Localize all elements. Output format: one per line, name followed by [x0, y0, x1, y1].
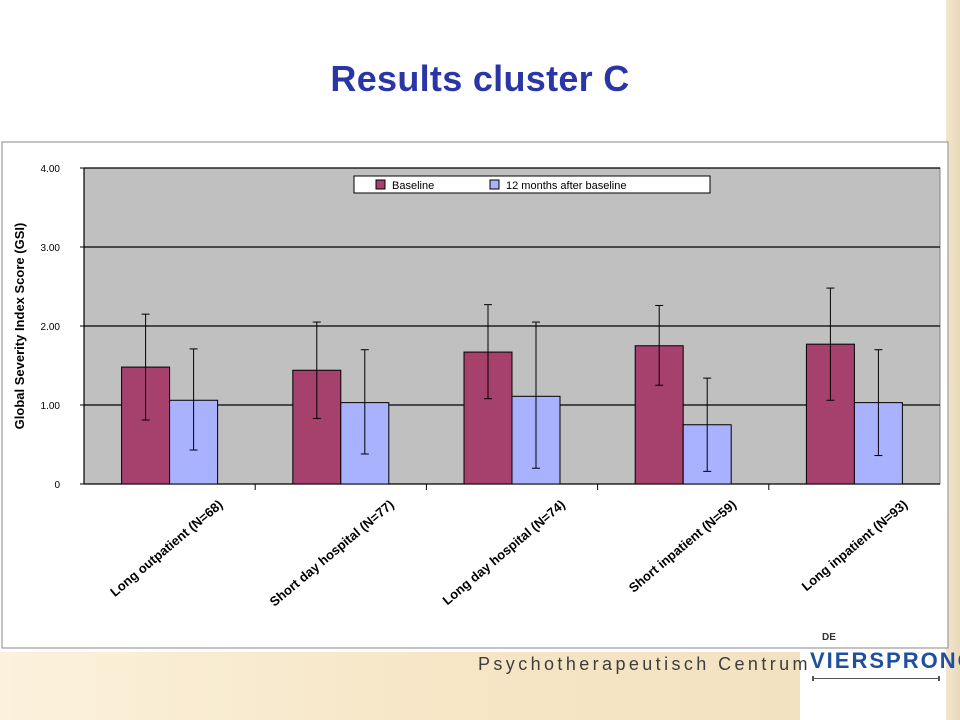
logo-name: VIERSPRONG: [810, 648, 960, 673]
logo-prefix: DE: [822, 632, 836, 643]
vierspong-logo: DE VIERSPRONG: [808, 632, 960, 688]
legend-label: 12 months after baseline: [506, 180, 626, 192]
legend-swatch: [375, 179, 386, 190]
logo-rule: [812, 678, 940, 679]
logo-tick-left: [812, 676, 814, 681]
slide-title: Results cluster C: [330, 58, 630, 99]
y-tick-label: 4.00: [41, 164, 61, 175]
legend-box: [353, 175, 711, 194]
legend-label: Baseline: [392, 180, 434, 192]
legend-swatch: [489, 179, 500, 190]
y-axis-title: Global Severity Index Score (GSI): [12, 223, 27, 430]
bar-chart: 0 1.00 2.00 3.00 4.00 Global Severity Index S…: [1, 141, 949, 649]
right-edge-strip: [946, 0, 960, 720]
y-tick-label: 3.00: [41, 243, 61, 254]
footer-band: [0, 652, 800, 720]
y-tick-label: 0: [54, 480, 60, 491]
logo-tick-right: [938, 676, 940, 681]
footer-text: Psychotherapeutisch Centrum: [478, 654, 811, 674]
y-tick-label: 2.00: [41, 322, 61, 333]
y-tick-label: 1.00: [41, 401, 61, 412]
